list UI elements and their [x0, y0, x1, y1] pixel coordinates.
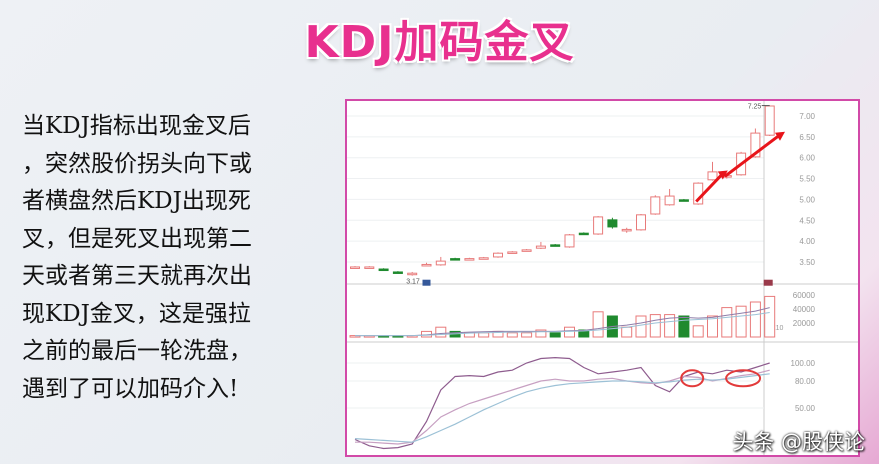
text-line: 当KDJ指标出现金叉后 — [22, 113, 251, 139]
volume-tick-label: 40000 — [793, 305, 816, 314]
trend-arrowhead — [775, 131, 785, 141]
volume-unit-label: X10 — [771, 325, 784, 332]
candle-body — [621, 228, 632, 232]
explanation-text: 当KDJ指标出现金叉后 ，突然股价拐头向下或 者横盘然后KDJ出现死 叉，但是死… — [22, 108, 322, 408]
volume-tick-label: 60000 — [793, 291, 816, 300]
volume-bar — [521, 332, 533, 338]
low-price-label: 3.17 — [406, 279, 420, 286]
candle-body — [578, 232, 589, 236]
candle-body — [392, 271, 403, 274]
text-line: 现KDJ金叉，这是强拉 — [22, 300, 251, 327]
kdj-line — [354, 356, 770, 450]
text-line: 者横盘然后KDJ出现死 — [22, 188, 251, 214]
candle-body — [764, 105, 775, 136]
price-tick-label: 4.50 — [799, 216, 815, 225]
candle-body — [435, 260, 446, 266]
candle-body — [750, 132, 761, 158]
kdj-tick-label: 80.00 — [795, 377, 816, 386]
kdj-line — [355, 369, 770, 445]
candle-body — [707, 171, 718, 181]
price-tick-label: 6.00 — [799, 154, 815, 163]
candle-body — [493, 252, 503, 258]
candle-body — [664, 195, 675, 206]
candle-body — [564, 234, 575, 248]
trend-arrowhead — [717, 170, 728, 180]
high-price-label: 7.25 — [748, 104, 762, 111]
volume-bar — [435, 326, 447, 338]
text-line: ，突然股价拐头向下或 — [22, 150, 252, 177]
trend-arrow — [723, 133, 781, 178]
kdj-tick-label: 100.00 — [791, 359, 816, 368]
candle-body — [407, 272, 418, 276]
volume-bar — [564, 326, 575, 338]
volume-bar — [664, 314, 676, 338]
volume-bar — [549, 332, 561, 338]
volume-bar — [735, 305, 747, 338]
volume-bar — [721, 307, 733, 338]
candle-body — [593, 216, 604, 235]
price-tick-label: 5.50 — [799, 175, 815, 184]
volume-tick-label: 20000 — [793, 319, 816, 328]
golden-cross-circle — [725, 369, 762, 388]
price-tick-label: 6.50 — [799, 133, 815, 142]
candle-body — [364, 266, 375, 269]
candle-body — [678, 199, 689, 202]
kdj-tick-label: 50.00 — [795, 404, 816, 413]
volume-bar — [749, 301, 761, 338]
candle-body — [350, 266, 360, 269]
volume-bar — [506, 332, 518, 338]
volume-ma-line — [355, 312, 770, 337]
text-line: 之前的最后一轮洗盘， — [22, 338, 252, 364]
price-tick-label: 7.00 — [799, 112, 815, 121]
watermark: 头条 @股侠论 — [732, 430, 865, 454]
candle-body — [550, 244, 561, 247]
volume-bar — [649, 314, 661, 338]
volume-bar — [764, 295, 776, 338]
volume-bar — [535, 329, 547, 338]
volume-bar — [592, 311, 604, 338]
volume-bar — [478, 332, 490, 338]
candle-body — [421, 263, 432, 267]
volume-bar — [707, 315, 718, 338]
candle-body — [464, 258, 475, 261]
candle-body — [521, 249, 532, 252]
stock-chart-panel: 7.00 6.50 6.00 5.50 5.00 4.50 4.00 3.50 7.25 3.17… — [345, 99, 860, 457]
kdj-stock-chart: 7.00 6.50 6.00 5.50 5.00 4.50 4.00 3.50 7.25 3.17… — [347, 101, 858, 455]
candle-body — [650, 196, 661, 215]
volume-bar — [635, 315, 647, 338]
trend-arrow — [695, 172, 724, 203]
text-line: 天或者第三天就再次出 — [22, 263, 252, 289]
candle-body — [450, 258, 461, 261]
volume-bar — [692, 325, 704, 338]
candle-body — [607, 219, 618, 228]
kdj-line — [354, 373, 770, 443]
price-tick-label: 4.00 — [799, 237, 815, 246]
slide-title: KDJ加码金叉 — [304, 17, 575, 68]
candle-body — [478, 257, 489, 260]
candle-body — [636, 214, 646, 231]
golden-cross-circle — [680, 369, 705, 388]
candle-body — [535, 245, 546, 249]
candle-body — [507, 251, 518, 254]
volume-bar — [678, 315, 690, 338]
text-line: 叉，但是死叉出现第二 — [22, 225, 252, 252]
price-tick-label: 3.50 — [799, 258, 815, 267]
price-tick-label: 5.00 — [799, 195, 815, 204]
volume-bar — [621, 326, 633, 338]
marker-badge — [422, 279, 431, 286]
text-line: 遇到了可以加码介入! — [22, 375, 239, 402]
candle-body — [378, 268, 389, 272]
marker-badge — [763, 279, 773, 286]
